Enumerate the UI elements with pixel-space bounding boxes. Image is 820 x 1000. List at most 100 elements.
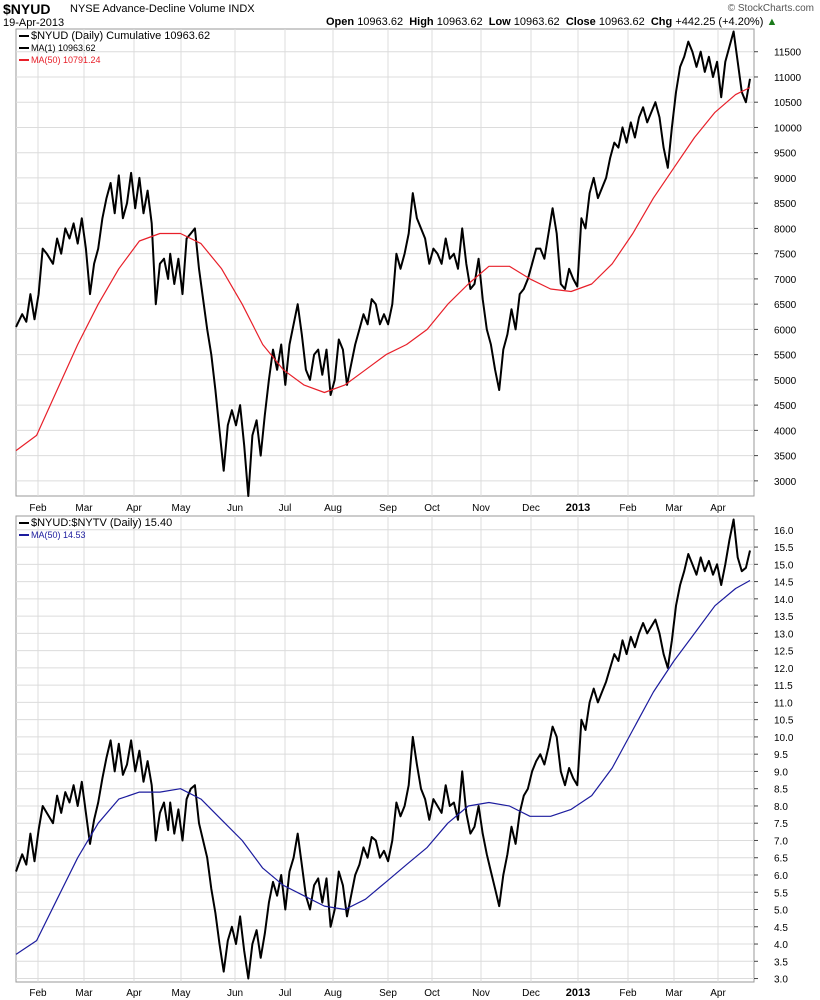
plot-area [15, 515, 755, 983]
x-tick-label: Mar [665, 988, 683, 999]
x-tick-label: Feb [29, 988, 47, 999]
as-of-date: 19-Apr-2013 [3, 17, 65, 29]
x-tick-label: Dec [522, 988, 540, 999]
x-tick-label: 2013 [566, 502, 590, 514]
y-tick-label: 4.5 [774, 923, 788, 934]
open-label: Open [326, 16, 355, 28]
y-tick-label: 10.0 [774, 733, 794, 744]
y-tick-label: 6500 [774, 300, 797, 311]
x-tick-label: Nov [472, 988, 490, 999]
y-tick-label: 7.5 [774, 819, 788, 830]
x-tick-label: Sep [379, 503, 397, 514]
legend-entry: $NYUD:$NYTV (Daily) 15.40 [31, 517, 172, 529]
series-line-ma50 [15, 579, 751, 955]
y-tick-label: 11500 [774, 48, 802, 59]
y-tick-label: 13.5 [774, 612, 794, 623]
y-tick-label: 15.5 [774, 543, 794, 554]
y-tick-label: 3000 [774, 477, 797, 488]
low-value: 10963.62 [513, 16, 560, 28]
y-tick-label: 10000 [774, 123, 802, 134]
y-tick-label: 9.0 [774, 767, 788, 778]
x-tick-label: Aug [324, 503, 342, 514]
x-tick-label: Aug [324, 988, 342, 999]
symbol-description: NYSE Advance-Decline Volume INDX [70, 3, 255, 15]
x-tick-label: Jun [227, 988, 243, 999]
x-tick-label: Apr [126, 503, 142, 514]
y-tick-label: 5.0 [774, 906, 788, 917]
high-label: High [409, 16, 434, 28]
y-tick-label: 11000 [774, 73, 802, 84]
x-tick-label: May [172, 988, 191, 999]
y-tick-label: 13.0 [774, 629, 794, 640]
watermark: © StockCharts.com [727, 3, 814, 14]
legend-entry: MA(50) 10791.24 [31, 55, 101, 65]
open-value: 10963.62 [357, 16, 404, 28]
y-tick-label: 12.5 [774, 647, 794, 658]
y-tick-label: 7.0 [774, 836, 788, 847]
y-tick-label: 10500 [774, 98, 802, 109]
y-tick-label: 6000 [774, 325, 797, 336]
y-tick-label: 8.5 [774, 785, 788, 796]
y-tick-label: 7000 [774, 275, 797, 286]
y-tick-label: 15.0 [774, 560, 794, 571]
y-tick-label: 9500 [774, 149, 797, 160]
y-tick-label: 11.0 [774, 698, 793, 709]
y-tick-label: 12.0 [774, 664, 794, 675]
y-tick-label: 9000 [774, 174, 797, 185]
y-tick-label: 4500 [774, 401, 797, 412]
x-tick-label: Nov [472, 503, 490, 514]
x-tick-label: Oct [424, 988, 440, 999]
y-tick-label: 8000 [774, 224, 797, 235]
up-arrow-icon: ▲ [766, 16, 778, 28]
series-line-price [15, 30, 751, 497]
x-tick-label: Sep [379, 988, 397, 999]
y-tick-label: 5.5 [774, 888, 788, 899]
y-tick-label: 3.5 [774, 957, 788, 968]
y-tick-label: 3500 [774, 452, 797, 463]
x-tick-label: Feb [619, 503, 637, 514]
y-tick-label: 14.0 [774, 595, 794, 606]
x-tick-label: Mar [75, 988, 93, 999]
x-tick-label: Jun [227, 503, 243, 514]
y-tick-label: 5000 [774, 376, 797, 387]
series-line-ma50 [15, 86, 751, 452]
chart-panel-1: 3000 3500 4000 4500 5000 5500 6000 6500 7000 7500… [15, 28, 802, 514]
chg-label: Chg [650, 16, 673, 28]
y-tick-label: 3.0 [774, 975, 788, 986]
x-tick-label: Apr [710, 503, 726, 514]
x-tick-label: Mar [665, 503, 683, 514]
x-tick-label: 2013 [566, 987, 590, 999]
y-tick-label: 4000 [774, 426, 797, 437]
x-tick-label: Jul [279, 988, 292, 999]
y-tick-label: 6.0 [774, 871, 788, 882]
y-tick-label: 10.5 [774, 716, 794, 727]
x-tick-label: Mar [75, 503, 93, 514]
chg-value: +442.25 (+4.20%) [675, 16, 764, 28]
x-tick-label: Jul [279, 503, 292, 514]
y-tick-label: 16.0 [774, 526, 794, 537]
quote-bar: Open 10963.62 High 10963.62 Low 10963.62… [326, 16, 777, 28]
y-tick-label: 7500 [774, 250, 797, 261]
y-tick-label: 8.0 [774, 802, 788, 813]
series-line-price [15, 518, 751, 980]
low-label: Low [488, 16, 511, 28]
legend-entry: MA(1) 10963.62 [31, 43, 96, 53]
high-value: 10963.62 [436, 16, 483, 28]
x-tick-label: Apr [710, 988, 726, 999]
x-tick-label: May [172, 503, 191, 514]
plot-area [15, 28, 755, 497]
y-tick-label: 14.5 [774, 578, 794, 589]
x-tick-label: Feb [29, 503, 47, 514]
y-tick-label: 6.5 [774, 854, 788, 865]
close-value: 10963.62 [598, 16, 645, 28]
close-label: Close [565, 16, 596, 28]
x-tick-label: Feb [619, 988, 637, 999]
legend-entry: MA(50) 14.53 [31, 530, 86, 540]
x-tick-label: Apr [126, 988, 142, 999]
x-tick-label: Dec [522, 503, 540, 514]
y-tick-label: 4.0 [774, 940, 788, 951]
y-tick-label: 8500 [774, 199, 797, 210]
symbol: $NYUD [3, 1, 51, 17]
